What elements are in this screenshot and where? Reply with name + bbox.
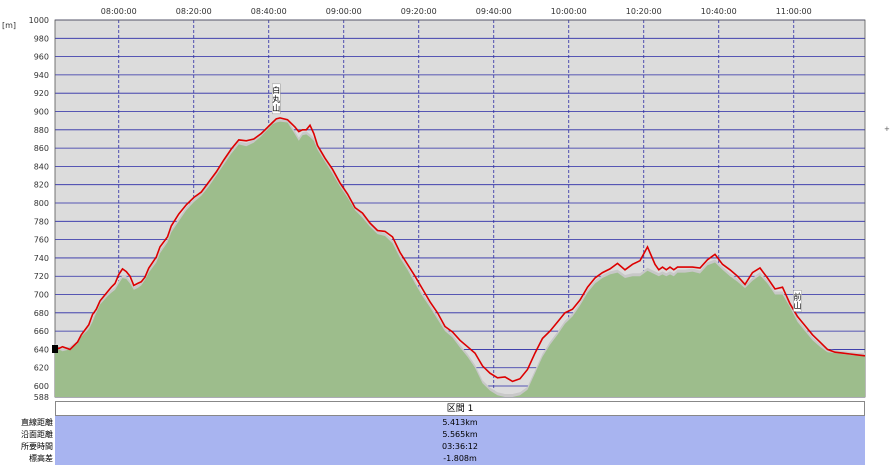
y-tick-label: 880 — [34, 126, 49, 135]
peak-label-char: 山 — [272, 103, 280, 113]
y-tick-label: 940 — [34, 71, 49, 80]
y-tick-label: 800 — [34, 199, 49, 208]
y-tick-label: 900 — [34, 108, 49, 117]
summary-values-box: 5.413km 5.565km 03:36:12 -1.808m — [55, 416, 865, 465]
y-tick-label: 740 — [34, 254, 49, 263]
y-tick-label: 760 — [34, 236, 49, 245]
y-tick-label: 588 — [34, 393, 49, 400]
summary-value: 5.565km — [442, 430, 478, 439]
peak-label: 白丸山 — [272, 83, 281, 115]
y-tick-label: 660 — [34, 327, 49, 336]
section-summary: 区間 1 5.413km 5.565km 03:36:12 -1.808m 直線… — [0, 400, 890, 475]
x-tick-label: 09:00:00 — [326, 7, 362, 16]
y-axis-unit: [m] — [2, 21, 16, 30]
y-tick-label: 620 — [34, 364, 49, 373]
y-tick-label: 1000 — [29, 16, 49, 25]
x-axis-ticks: 08:00:00 08:20:00 08:40:00 09:00:00 09:20:00… — [101, 7, 812, 16]
x-tick-label: 11:00:00 — [776, 7, 812, 16]
x-tick-label: 10:00:00 — [551, 7, 587, 16]
route-elevation-line — [54, 117, 866, 383]
x-tick-label: 09:40:00 — [476, 7, 512, 16]
terrain-area — [55, 121, 865, 397]
y-tick-label: 640 — [34, 345, 49, 354]
y-tick-label: 820 — [34, 181, 49, 190]
elevation-chart: 1000 980 960 940 920 900 880 860 840 820 800 780 760… — [2, 7, 866, 400]
y-tick-label: 960 — [34, 53, 49, 62]
y-tick-label: 780 — [34, 217, 49, 226]
y-tick-label: 980 — [34, 34, 49, 43]
x-tick-label: 10:20:00 — [626, 7, 662, 16]
summary-label: 所要時間 — [21, 442, 53, 451]
route-line — [54, 117, 866, 383]
summary-value: -1.808m — [443, 454, 477, 463]
side-glyph: + — [884, 125, 890, 133]
x-tick-label: 09:20:00 — [401, 7, 437, 16]
y-axis-ticks: 1000 980 960 940 920 900 880 860 840 820 800 780 760… — [29, 16, 49, 400]
start-marker — [52, 345, 58, 353]
peak-label-char: 山 — [794, 300, 802, 310]
y-tick-label: 920 — [34, 89, 49, 98]
x-tick-label: 08:40:00 — [251, 7, 287, 16]
x-tick-label: 10:40:00 — [701, 7, 737, 16]
x-tick-label: 08:00:00 — [101, 7, 137, 16]
y-tick-label: 840 — [34, 162, 49, 171]
terrain-fill — [55, 121, 865, 397]
summary-label: 沿面距離 — [21, 430, 53, 439]
y-tick-label: 700 — [34, 291, 49, 300]
summary-label: 直線距離 — [21, 418, 53, 427]
peak-label-char: 白 — [272, 85, 280, 95]
y-tick-label: 720 — [34, 272, 49, 281]
peak-label-char: 前 — [794, 291, 802, 301]
peak-label-char: 丸 — [272, 94, 280, 104]
y-tick-label: 680 — [34, 309, 49, 318]
peak-label: 前山 — [793, 290, 802, 312]
y-tick-label: 860 — [34, 144, 49, 153]
y-tick-label: 600 — [34, 382, 49, 391]
section-title: 区間 1 — [55, 401, 865, 416]
x-tick-label: 08:20:00 — [176, 7, 212, 16]
summary-value: 03:36:12 — [442, 442, 478, 451]
summary-label: 標高差 — [29, 454, 53, 463]
summary-value: 5.413km — [442, 418, 478, 427]
